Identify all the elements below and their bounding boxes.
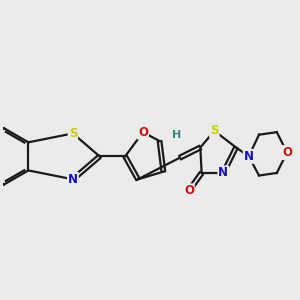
Text: S: S <box>210 124 219 137</box>
Text: O: O <box>138 126 148 139</box>
Text: H: H <box>172 130 181 140</box>
Text: N: N <box>244 150 254 163</box>
Text: O: O <box>184 184 194 197</box>
Text: N: N <box>218 167 228 179</box>
Text: S: S <box>69 127 77 140</box>
Text: O: O <box>282 146 292 159</box>
Text: N: N <box>68 173 78 186</box>
